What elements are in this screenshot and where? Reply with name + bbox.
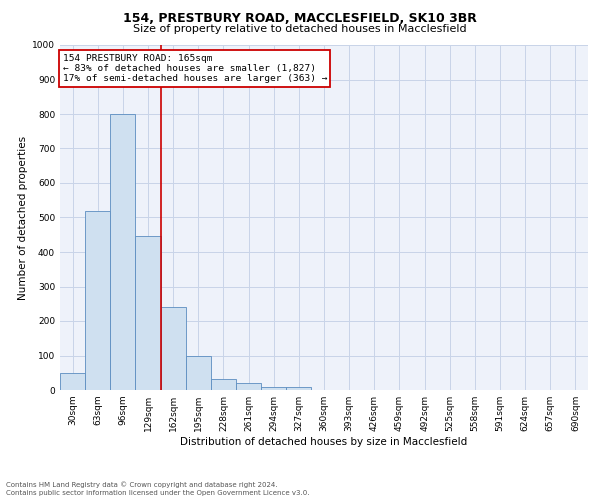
Bar — [211, 378, 236, 390]
Bar — [161, 307, 186, 390]
Text: 154, PRESTBURY ROAD, MACCLESFIELD, SK10 3BR: 154, PRESTBURY ROAD, MACCLESFIELD, SK10 … — [123, 12, 477, 26]
Bar — [186, 356, 211, 390]
Bar — [236, 383, 261, 390]
X-axis label: Distribution of detached houses by size in Macclesfield: Distribution of detached houses by size … — [181, 437, 467, 447]
Bar — [110, 114, 136, 390]
Text: Contains public sector information licensed under the Open Government Licence v3: Contains public sector information licen… — [6, 490, 310, 496]
Text: Contains HM Land Registry data © Crown copyright and database right 2024.: Contains HM Land Registry data © Crown c… — [6, 482, 277, 488]
Bar — [85, 210, 110, 390]
Bar — [136, 236, 161, 390]
Bar — [286, 387, 311, 390]
Bar — [60, 373, 85, 390]
Bar — [261, 386, 286, 390]
Text: Size of property relative to detached houses in Macclesfield: Size of property relative to detached ho… — [133, 24, 467, 34]
Text: 154 PRESTBURY ROAD: 165sqm
← 83% of detached houses are smaller (1,827)
17% of s: 154 PRESTBURY ROAD: 165sqm ← 83% of deta… — [62, 54, 327, 84]
Y-axis label: Number of detached properties: Number of detached properties — [18, 136, 28, 300]
